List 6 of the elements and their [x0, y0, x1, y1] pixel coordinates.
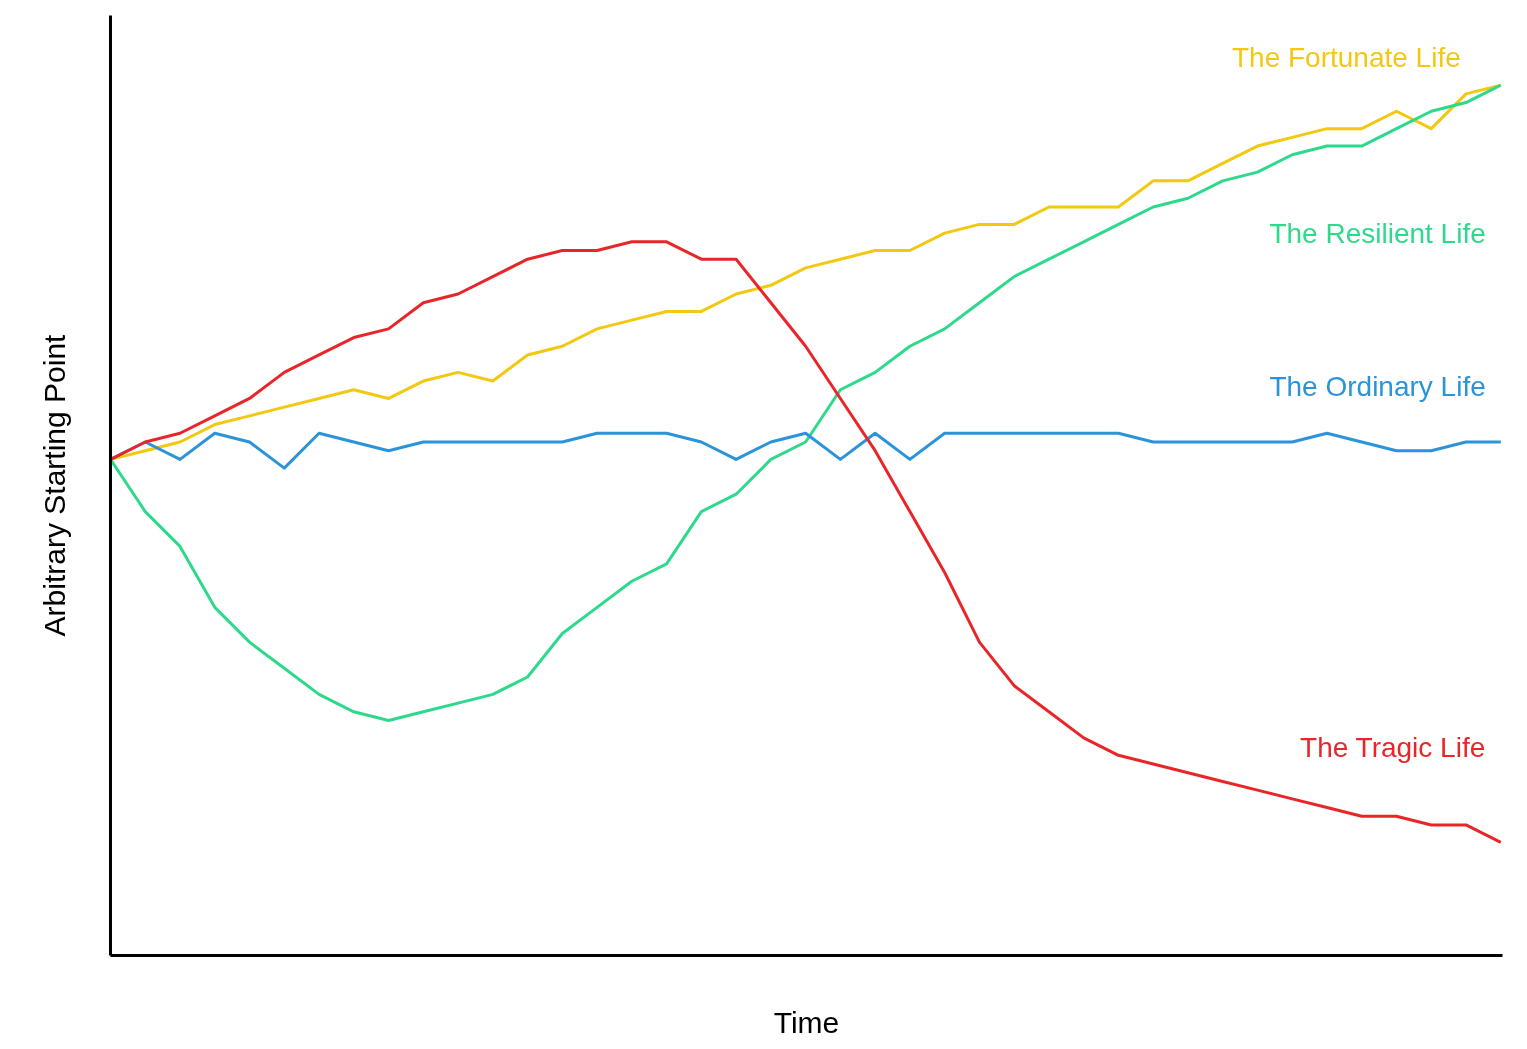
x-axis-title: Time — [773, 1005, 840, 1039]
series-label: The Ordinary Life — [1269, 371, 1486, 403]
series-label: The Fortunate Life — [1231, 41, 1461, 73]
series-label: The Tragic Life — [1300, 731, 1486, 763]
y-axis-title: Arbitrary Starting Point — [37, 333, 71, 637]
series-label: The Resilient Life — [1269, 217, 1486, 249]
